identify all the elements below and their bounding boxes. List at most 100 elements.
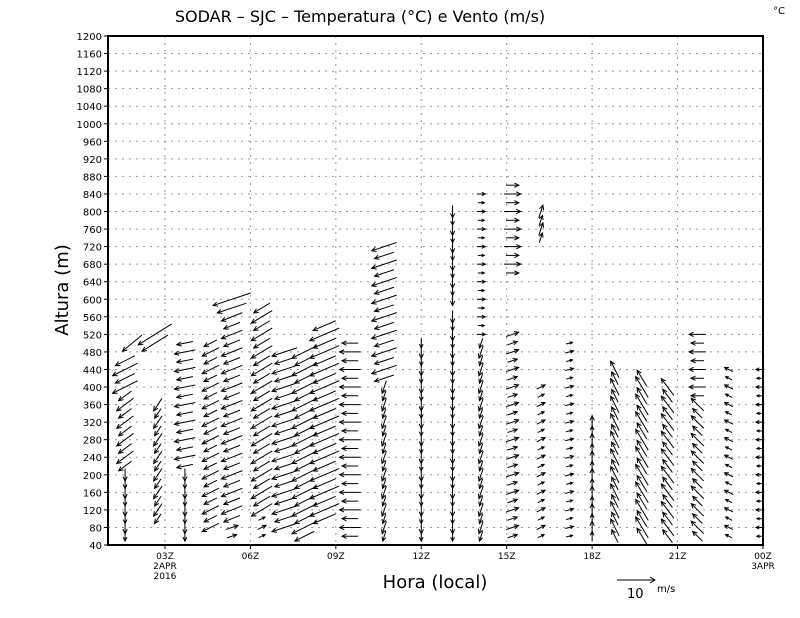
wind-vector: [203, 409, 218, 418]
wind-vector-head: [755, 446, 760, 451]
wind-vector: [258, 516, 267, 521]
wind-vector-head: [250, 336, 257, 342]
wind-vector: [373, 286, 395, 295]
wind-vector: [477, 288, 486, 293]
wind-vector-head: [569, 446, 574, 450]
wind-vector-head: [449, 353, 456, 360]
wind-vector-head: [689, 393, 696, 399]
wind-vector: [691, 442, 703, 454]
wind-vector-shaft: [507, 499, 518, 504]
wind-vector-shaft: [371, 329, 397, 340]
wind-vector-head: [449, 528, 456, 535]
wind-vector: [201, 452, 220, 462]
wind-vector-shaft: [223, 462, 241, 470]
wind-vector: [610, 447, 620, 466]
wind-vector-head: [418, 528, 424, 535]
wind-vector-shaft: [115, 355, 136, 366]
wind-vector-shaft: [635, 376, 649, 398]
wind-vector-head: [340, 533, 347, 539]
wind-vector: [724, 481, 733, 486]
wind-vector-shaft: [611, 441, 619, 456]
wind-vector-shaft: [610, 396, 620, 414]
wind-vector-head: [449, 511, 456, 518]
wind-vector-head: [540, 419, 547, 424]
wind-vector: [153, 443, 162, 455]
wind-vector-head: [662, 528, 668, 535]
wind-vector: [724, 446, 733, 451]
wind-vector: [477, 236, 486, 240]
wind-vector-head: [222, 324, 229, 330]
wind-vector: [690, 397, 705, 412]
wind-vector-head: [569, 429, 574, 433]
wind-vector-head: [173, 350, 180, 356]
wind-vector-shaft: [505, 472, 519, 478]
wind-vector: [691, 513, 703, 524]
wind-vector-shaft: [536, 472, 546, 478]
wind-vector-shaft: [253, 390, 271, 402]
wind-vector-head: [660, 430, 666, 437]
wind-vector-head: [222, 447, 229, 453]
wind-vector-head: [662, 405, 668, 412]
wind-vector-head: [418, 458, 424, 465]
wind-vector: [220, 470, 243, 480]
wind-vector-head: [450, 466, 455, 473]
wind-vector-head: [540, 489, 547, 494]
wind-vector-head: [687, 331, 694, 338]
wind-vector-shaft: [176, 463, 194, 469]
wind-vector-shaft: [309, 450, 340, 464]
wind-vector-shaft: [636, 422, 648, 440]
wind-vector: [340, 516, 359, 522]
wind-vector-shaft: [203, 497, 218, 505]
wind-vector: [724, 393, 733, 398]
wind-vector: [173, 437, 196, 444]
wind-vector-head: [635, 410, 641, 417]
wind-vector-shaft: [478, 496, 484, 507]
wind-vector-shaft: [274, 497, 295, 505]
wind-vector: [370, 277, 397, 288]
wind-vector-head: [691, 495, 698, 502]
wind-vector-shaft: [309, 485, 340, 500]
wind-vector-head: [481, 297, 487, 302]
wind-vector: [153, 450, 163, 465]
wind-vector: [476, 244, 487, 249]
wind-vector-head: [418, 414, 424, 420]
wind-vector: [478, 461, 484, 472]
wind-vector-shaft: [381, 433, 387, 447]
reference-arrow-head: [649, 576, 656, 584]
wind-vector-head: [173, 403, 180, 409]
wind-vector-head: [512, 375, 519, 381]
wind-vector-head: [381, 440, 386, 448]
wind-vector-head: [611, 476, 616, 483]
wind-vector: [308, 450, 340, 465]
wind-vector-shaft: [253, 355, 271, 366]
wind-vector-shaft: [611, 424, 619, 438]
wind-vector-head: [687, 384, 694, 390]
wind-vector: [690, 502, 705, 517]
wind-vector-head: [540, 454, 547, 459]
wind-vector-shaft: [253, 425, 271, 437]
wind-vector-shaft: [724, 366, 734, 373]
wind-vector: [449, 205, 456, 219]
wind-vector-head: [418, 353, 424, 360]
wind-vector: [226, 533, 238, 539]
x-tick-label: 03Z: [156, 552, 174, 562]
wind-vector-head: [450, 414, 455, 420]
wind-vector-shaft: [662, 441, 673, 456]
wind-vector-shaft: [611, 406, 619, 421]
wind-vector: [137, 323, 172, 346]
wind-vector-shaft: [253, 372, 271, 384]
wind-vector-head: [540, 534, 546, 538]
wind-vector-head: [290, 529, 297, 535]
wind-vector-head: [418, 406, 424, 413]
wind-vector-head: [723, 524, 729, 529]
wind-vector-head: [477, 370, 483, 377]
wind-vector-head: [635, 375, 641, 382]
wind-vector: [611, 493, 619, 508]
wind-vector: [312, 337, 336, 349]
wind-vector-head: [340, 375, 347, 381]
wind-vector: [252, 495, 271, 507]
wind-vector-head: [308, 371, 315, 377]
wind-vector: [250, 468, 273, 482]
wind-vector-head: [514, 200, 521, 206]
wind-vector: [536, 489, 547, 495]
